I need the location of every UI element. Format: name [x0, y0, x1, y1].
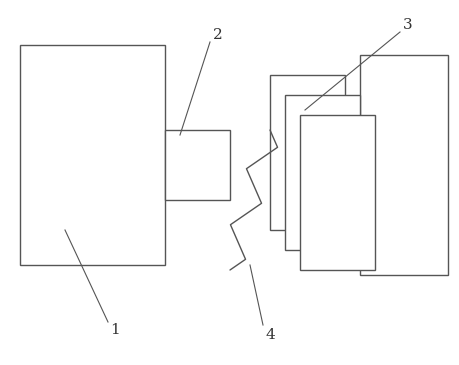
Bar: [269, 75, 344, 230]
Text: 4: 4: [264, 328, 274, 342]
Bar: [359, 55, 447, 275]
Text: 2: 2: [213, 28, 223, 42]
Text: 3: 3: [402, 18, 412, 32]
Bar: [299, 115, 374, 270]
Bar: [20, 45, 165, 265]
Bar: [285, 95, 359, 250]
Bar: [165, 130, 230, 200]
Text: 1: 1: [110, 323, 120, 337]
